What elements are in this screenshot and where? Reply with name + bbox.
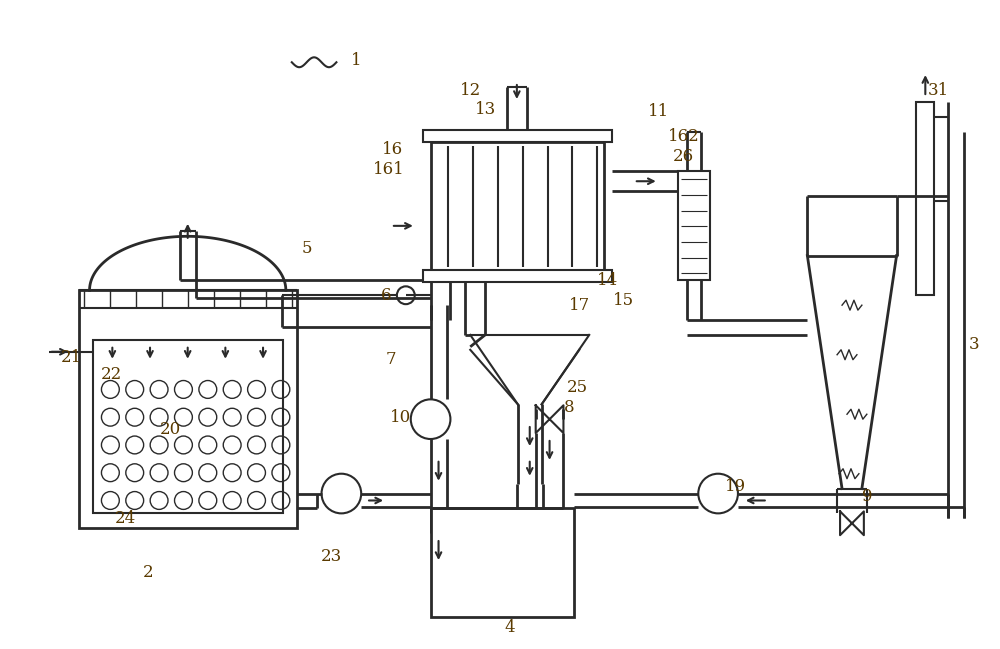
Bar: [93, 340, 283, 513]
Text: 5: 5: [301, 240, 312, 257]
Text: 2: 2: [143, 565, 153, 582]
Bar: [431, 508, 574, 617]
Bar: [916, 102, 934, 295]
Text: 13: 13: [475, 101, 496, 118]
Text: 24: 24: [115, 510, 136, 527]
Text: 3: 3: [969, 336, 979, 353]
Text: 10: 10: [390, 409, 411, 426]
Text: 6: 6: [381, 287, 391, 304]
Text: 20: 20: [160, 421, 181, 437]
Text: 1: 1: [351, 52, 362, 69]
Text: 161: 161: [373, 161, 405, 178]
Text: 23: 23: [321, 548, 342, 565]
Text: 26: 26: [673, 148, 694, 165]
Bar: [423, 130, 612, 141]
Bar: [79, 290, 297, 528]
Text: 25: 25: [567, 379, 588, 396]
Text: 9: 9: [862, 488, 872, 505]
Text: 31: 31: [928, 82, 949, 99]
Text: 11: 11: [648, 103, 669, 120]
Text: 19: 19: [725, 478, 747, 495]
Text: 7: 7: [386, 351, 396, 368]
Text: 8: 8: [564, 398, 575, 416]
Text: 162: 162: [668, 128, 699, 145]
Text: 12: 12: [460, 82, 481, 99]
Bar: [423, 271, 612, 282]
Text: 14: 14: [596, 272, 618, 289]
Text: 17: 17: [569, 297, 590, 313]
Bar: [431, 141, 604, 271]
Bar: [678, 171, 710, 280]
Text: 4: 4: [505, 619, 515, 636]
Text: 22: 22: [101, 366, 122, 383]
Text: 21: 21: [61, 349, 82, 366]
Text: 15: 15: [613, 291, 634, 309]
Text: 16: 16: [382, 141, 403, 158]
